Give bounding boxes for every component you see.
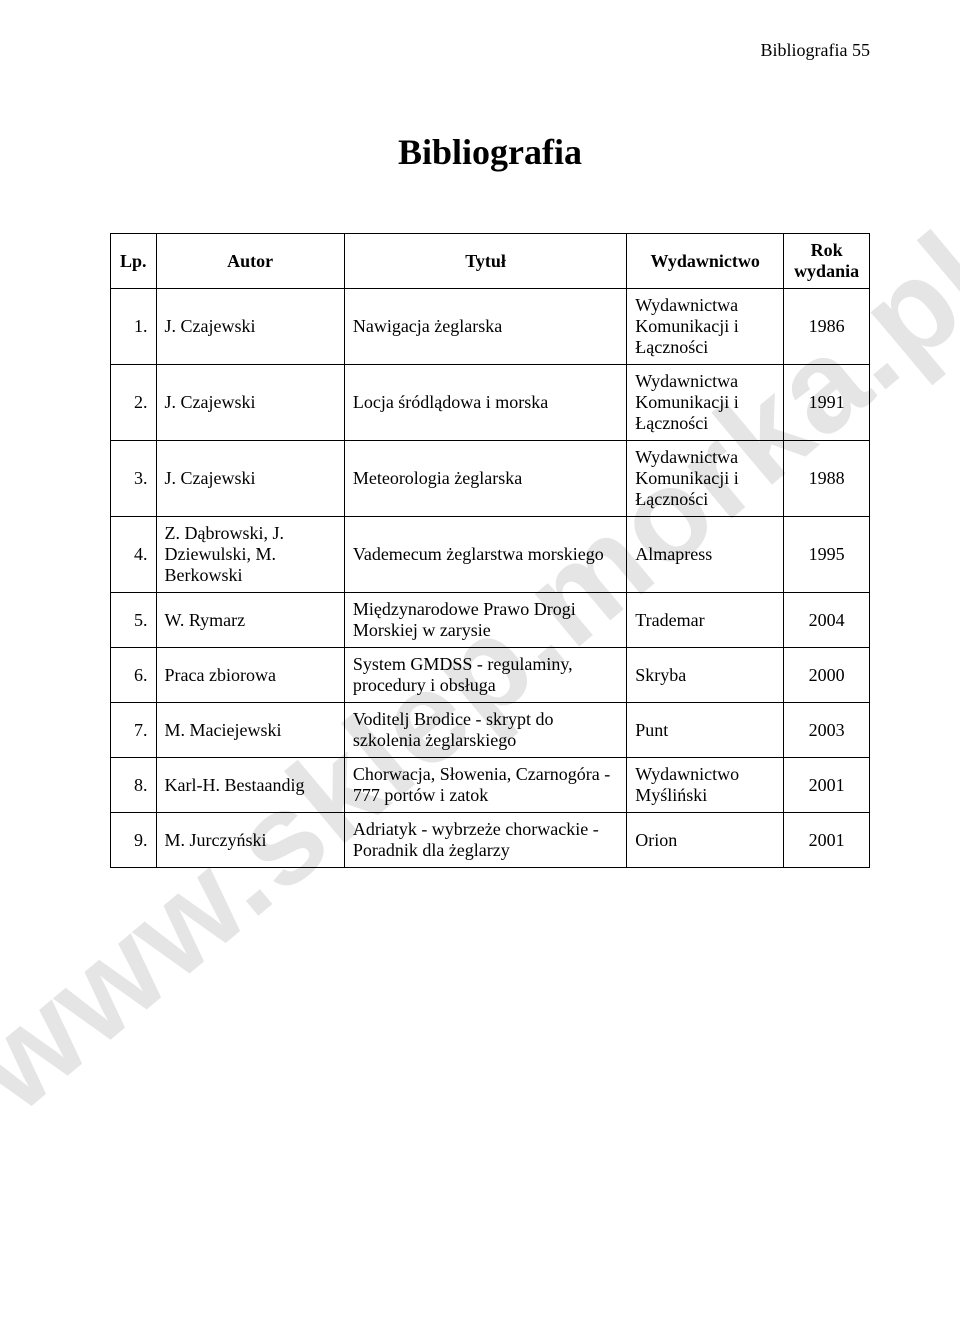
cell-lp: 6. [111,648,157,703]
table-row: 3. J. Czajewski Meteorologia żeglarska W… [111,441,870,517]
cell-rok: 1988 [784,441,870,517]
table-header-row: Lp. Autor Tytuł Wydawnictwo Rok wydania [111,234,870,289]
cell-wyd: Punt [627,703,784,758]
cell-tytul: Locja śródlądowa i morska [344,365,626,441]
table-row: 6. Praca zbiorowa System GMDSS - regulam… [111,648,870,703]
header-lp: Lp. [111,234,157,289]
table-row: 9. M. Jurczyński Adriatyk - wybrzeże cho… [111,813,870,868]
cell-rok: 1995 [784,517,870,593]
cell-autor: M. Jurczyński [156,813,344,868]
cell-lp: 1. [111,289,157,365]
cell-wyd: Skryba [627,648,784,703]
cell-rok: 2004 [784,593,870,648]
cell-wyd: Wydawnictwo Myśliński [627,758,784,813]
cell-tytul: System GMDSS - regulaminy, procedury i o… [344,648,626,703]
cell-wyd: Almapress [627,517,784,593]
cell-tytul: Vademecum żeglarstwa morskiego [344,517,626,593]
header-wydawnictwo: Wydawnictwo [627,234,784,289]
cell-lp: 9. [111,813,157,868]
cell-rok: 2000 [784,648,870,703]
table-row: 1. J. Czajewski Nawigacja żeglarska Wyda… [111,289,870,365]
cell-tytul: Międzynarodowe Prawo Drogi Morskiej w za… [344,593,626,648]
cell-lp: 5. [111,593,157,648]
table-row: 4. Z. Dąbrowski, J. Dziewulski, M. Berko… [111,517,870,593]
cell-wyd: Wydawnictwa Komunikacji i Łączności [627,365,784,441]
cell-wyd: Orion [627,813,784,868]
cell-wyd: Wydawnictwa Komunikacji i Łączności [627,441,784,517]
bibliography-table: Lp. Autor Tytuł Wydawnictwo Rok wydania … [110,233,870,868]
running-head: Bibliografia 55 [110,40,870,61]
cell-rok: 1986 [784,289,870,365]
cell-rok: 2001 [784,813,870,868]
cell-tytul: Meteorologia żeglarska [344,441,626,517]
cell-wyd: Wydawnictwa Komunikacji i Łączności [627,289,784,365]
table-body: 1. J. Czajewski Nawigacja żeglarska Wyda… [111,289,870,868]
cell-autor: Praca zbiorowa [156,648,344,703]
cell-lp: 8. [111,758,157,813]
cell-autor: Karl-H. Bestaandig [156,758,344,813]
cell-rok: 2003 [784,703,870,758]
header-autor: Autor [156,234,344,289]
page-content: Bibliografia 55 Bibliografia Lp. Autor T… [0,0,960,868]
cell-lp: 4. [111,517,157,593]
cell-lp: 7. [111,703,157,758]
table-row: 2. J. Czajewski Locja śródlądowa i morsk… [111,365,870,441]
cell-lp: 3. [111,441,157,517]
cell-autor: J. Czajewski [156,365,344,441]
cell-rok: 2001 [784,758,870,813]
cell-tytul: Chorwacja, Słowenia, Czarnogóra - 777 po… [344,758,626,813]
cell-tytul: Voditelj Brodice - skrypt do szkolenia ż… [344,703,626,758]
header-rok: Rok wydania [784,234,870,289]
header-tytul: Tytuł [344,234,626,289]
cell-autor: J. Czajewski [156,289,344,365]
page-title: Bibliografia [110,131,870,173]
table-row: 7. M. Maciejewski Voditelj Brodice - skr… [111,703,870,758]
cell-autor: Z. Dąbrowski, J. Dziewulski, M. Berkowsk… [156,517,344,593]
cell-autor: M. Maciejewski [156,703,344,758]
table-row: 8. Karl-H. Bestaandig Chorwacja, Słoweni… [111,758,870,813]
table-row: 5. W. Rymarz Międzynarodowe Prawo Drogi … [111,593,870,648]
cell-autor: J. Czajewski [156,441,344,517]
cell-tytul: Adriatyk - wybrzeże chorwackie - Poradni… [344,813,626,868]
cell-autor: W. Rymarz [156,593,344,648]
cell-tytul: Nawigacja żeglarska [344,289,626,365]
cell-rok: 1991 [784,365,870,441]
cell-lp: 2. [111,365,157,441]
cell-wyd: Trademar [627,593,784,648]
